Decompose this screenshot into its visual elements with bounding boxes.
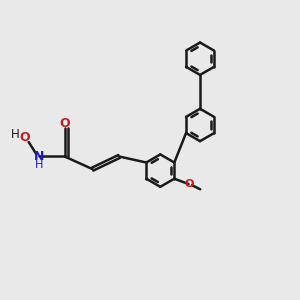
Text: O: O	[19, 131, 30, 144]
Text: H: H	[34, 160, 43, 170]
Text: N: N	[34, 150, 44, 163]
Text: O: O	[184, 179, 194, 189]
Text: H: H	[11, 128, 20, 141]
Text: O: O	[59, 117, 70, 130]
